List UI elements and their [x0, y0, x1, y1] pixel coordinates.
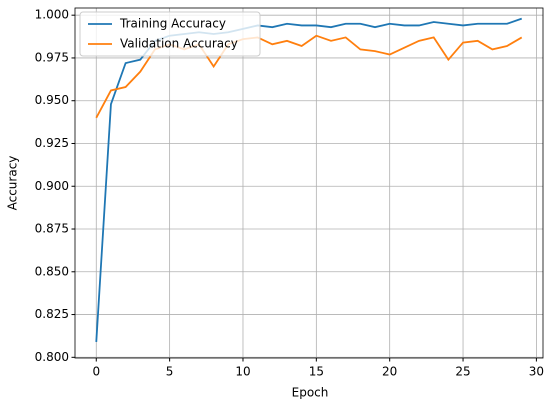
x-tick-label: 25 [455, 365, 470, 379]
legend: Training Accuracy Validation Accuracy [79, 11, 261, 57]
legend-box [79, 11, 261, 57]
x-axis-label: Epoch [292, 386, 329, 400]
x-tick-label: 0 [92, 365, 100, 379]
legend-label: Validation Accuracy [120, 37, 238, 51]
y-tick-label: 0.850 [35, 264, 69, 278]
y-tick-label: 0.925 [35, 136, 69, 150]
x-tick-label: 5 [166, 365, 174, 379]
y-axis-label: Accuracy [6, 156, 20, 211]
series-line [95, 17, 523, 342]
x-tick-label: 15 [309, 365, 324, 379]
y-tick-label: 0.975 [35, 50, 69, 64]
x-tick-label: 30 [529, 365, 544, 379]
plot-frame [74, 7, 544, 359]
y-tick-label: 0.900 [35, 179, 69, 193]
y-tick-label: 0.800 [35, 350, 69, 364]
x-tick-label: 10 [235, 365, 250, 379]
y-tick-label: 0.875 [35, 222, 69, 236]
y-tick-label: 1.000 [35, 8, 69, 22]
x-tick-label: 20 [382, 365, 397, 379]
y-tick-label: 0.950 [35, 93, 69, 107]
legend-label: Training Accuracy [119, 17, 226, 31]
y-tick-label: 0.825 [35, 307, 69, 321]
